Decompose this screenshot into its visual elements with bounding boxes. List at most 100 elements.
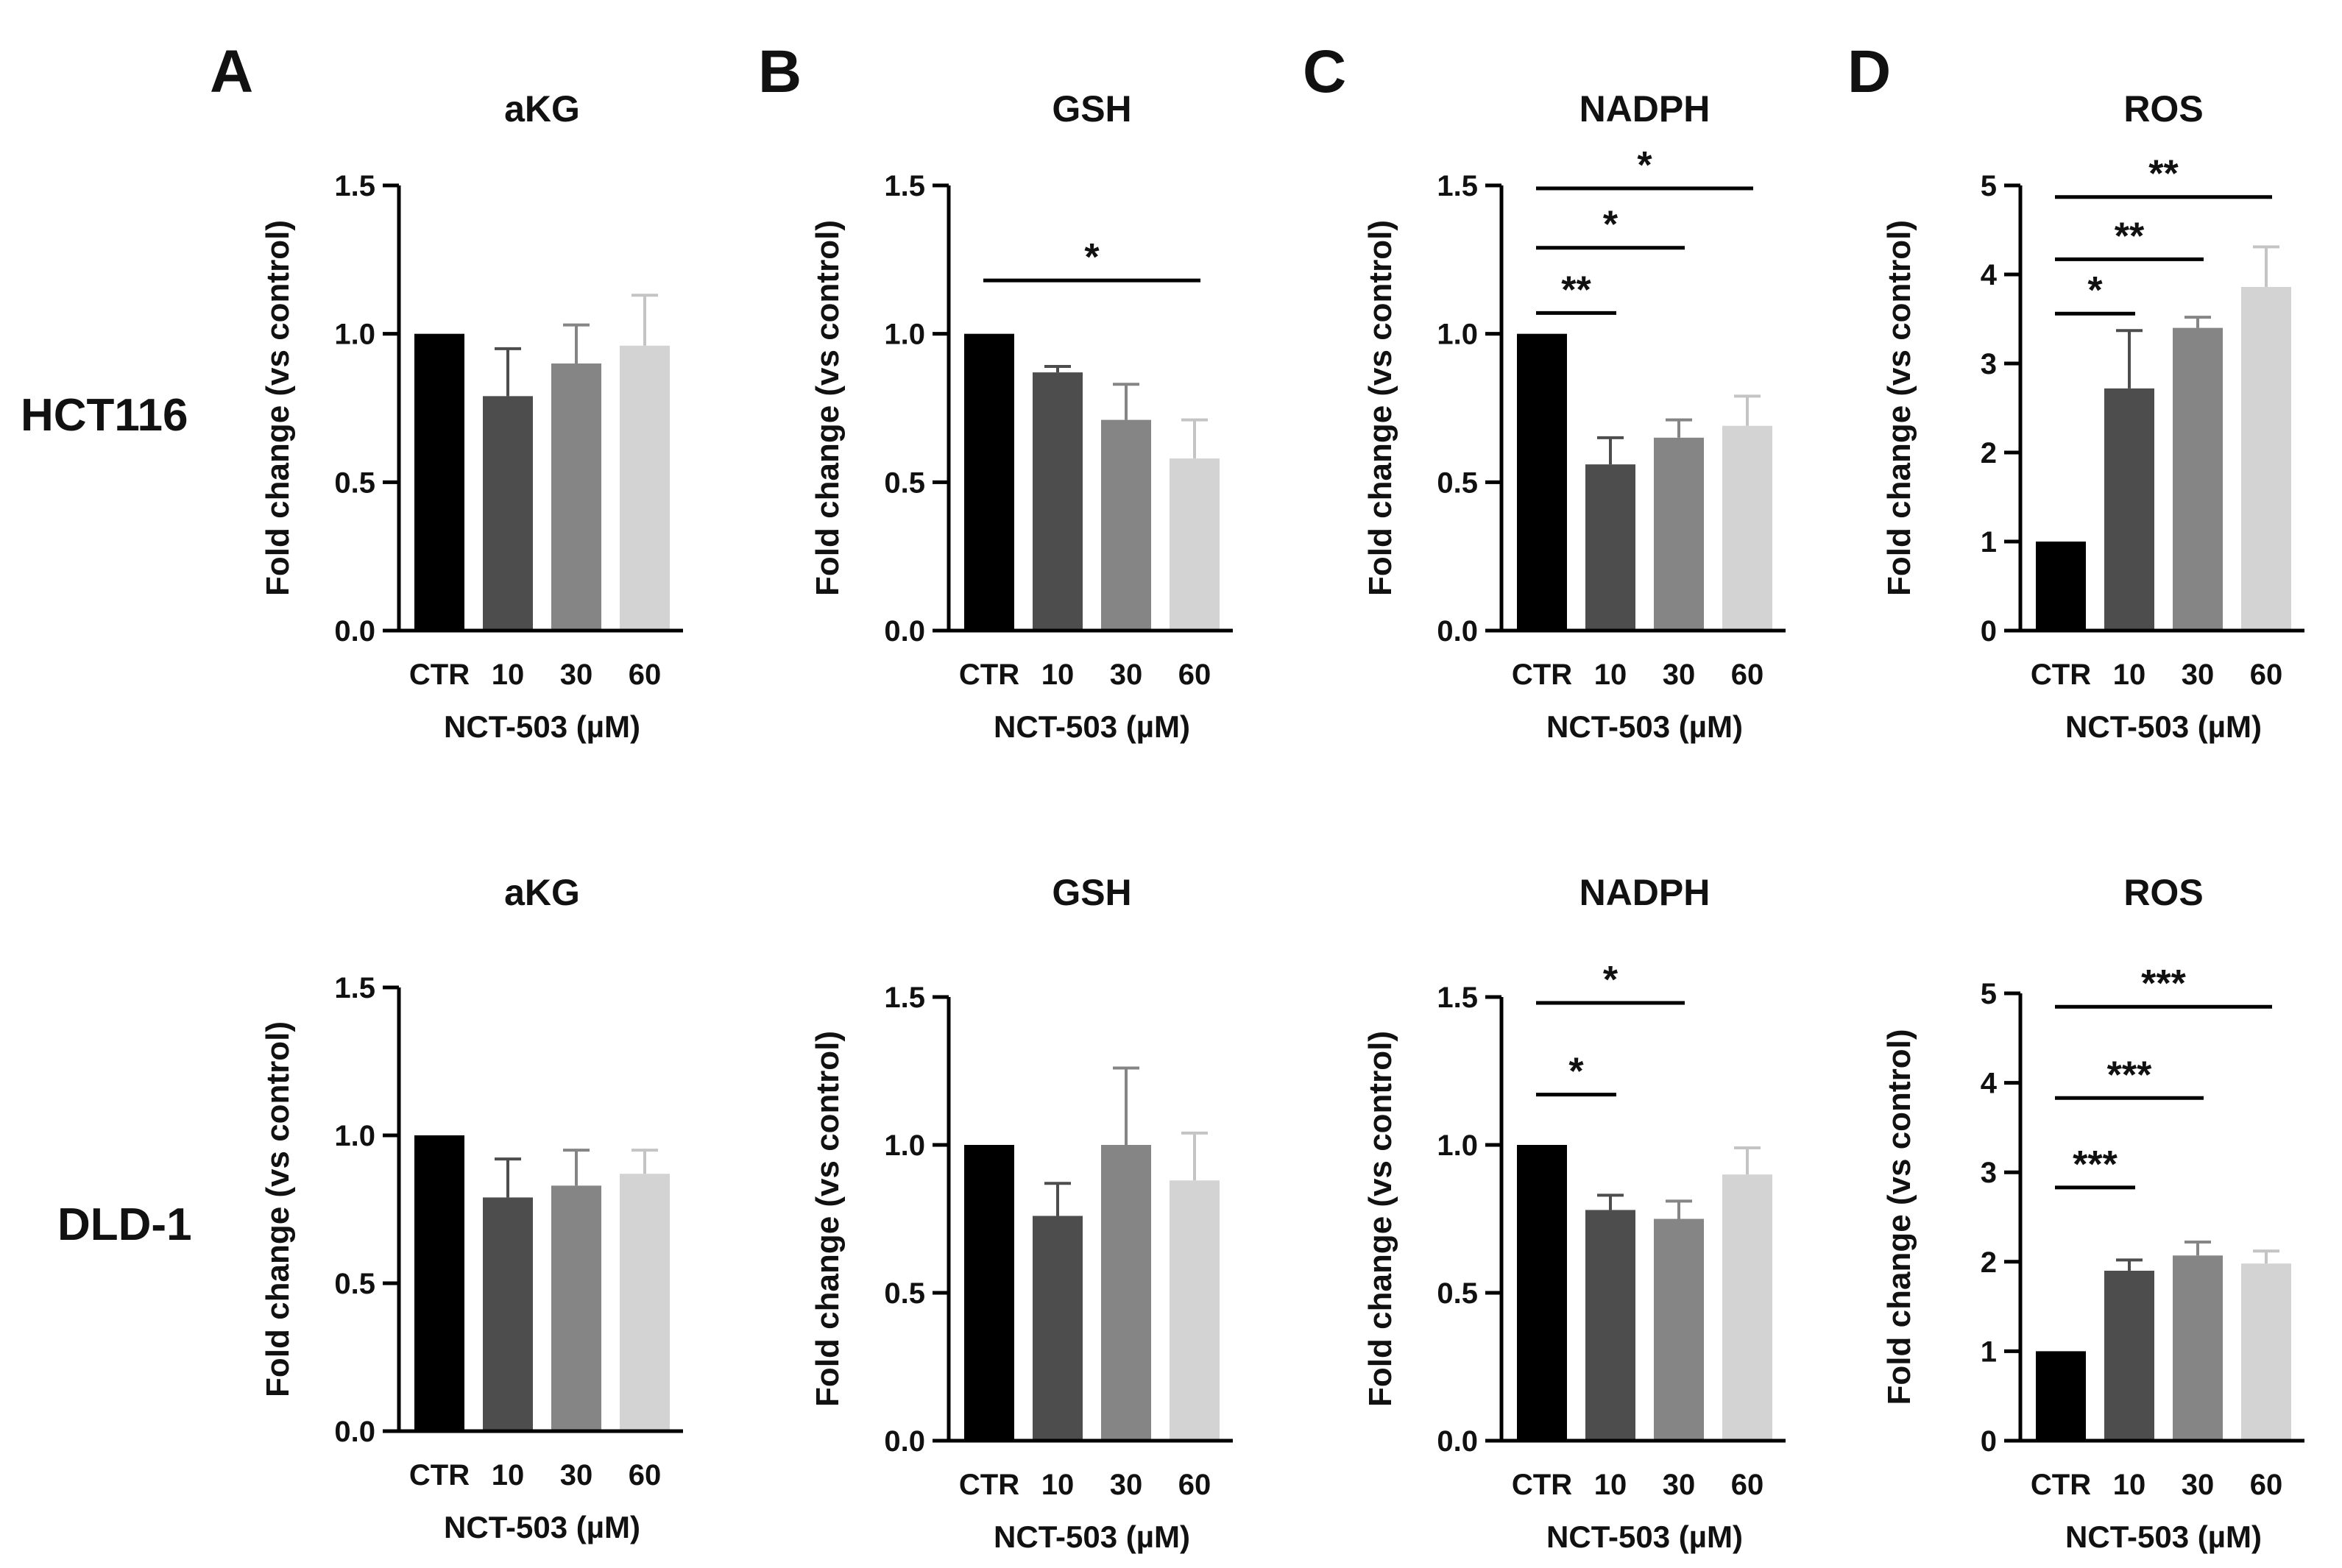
x-tick-label: 10 bbox=[1594, 1469, 1627, 1501]
significance-label: ** bbox=[2148, 153, 2179, 196]
y-axis-title: Fold change (vs control) bbox=[810, 1031, 846, 1407]
x-tick-label: 10 bbox=[492, 659, 525, 691]
x-tick-label: 60 bbox=[1731, 1469, 1764, 1501]
chart-title: aKG bbox=[504, 872, 580, 913]
x-tick-label: CTR bbox=[1512, 659, 1572, 691]
y-axis-title: Fold change (vs control) bbox=[1881, 1029, 1917, 1405]
y-tick-label: 0.0 bbox=[1437, 615, 1478, 648]
bar-30 bbox=[2173, 1255, 2223, 1441]
x-tick-label: CTR bbox=[2031, 1469, 2091, 1501]
y-tick-label: 0.5 bbox=[334, 1268, 375, 1300]
y-axis-title: Fold change (vs control) bbox=[810, 220, 846, 596]
significance-label: * bbox=[1084, 236, 1100, 279]
chart-title: ROS bbox=[2123, 88, 2203, 130]
x-tick-label: CTR bbox=[409, 1459, 470, 1491]
y-tick-label: 1.5 bbox=[1437, 170, 1478, 202]
significance-label: ** bbox=[2115, 215, 2145, 258]
panel-letter-c: C bbox=[1303, 38, 1346, 105]
x-tick-label: 10 bbox=[1594, 659, 1627, 691]
significance-label: * bbox=[1603, 204, 1618, 246]
bar-60 bbox=[1722, 1174, 1772, 1441]
bar-10 bbox=[2104, 388, 2154, 631]
bar-ctr bbox=[964, 333, 1014, 631]
bar-10 bbox=[1033, 372, 1083, 631]
chart-hct116-akg: 0.0 0.5 1.0 1.5 CTR 10 30 60 NCT-503 (µM) Fold ch… bbox=[260, 88, 683, 744]
y-tick-label: 1.0 bbox=[884, 1129, 925, 1162]
y-tick-label: 3 bbox=[1981, 1157, 1997, 1189]
x-tick-label: 30 bbox=[1663, 1469, 1696, 1501]
bar-30 bbox=[551, 1185, 601, 1431]
x-tick-label: 60 bbox=[1178, 659, 1211, 691]
bar-60 bbox=[620, 345, 670, 631]
panel-letter-d: D bbox=[1847, 38, 1891, 105]
x-tick-label: CTR bbox=[1512, 1469, 1572, 1501]
row-label-dld1: DLD-1 bbox=[57, 1199, 192, 1250]
bar-10 bbox=[483, 396, 533, 631]
y-axis-title: Fold change (vs control) bbox=[260, 220, 296, 596]
x-tick-label: 10 bbox=[1041, 659, 1075, 691]
bar-ctr bbox=[964, 1145, 1014, 1441]
chart-title: NADPH bbox=[1579, 88, 1710, 130]
x-axis-title: NCT-503 (µM) bbox=[994, 1519, 1190, 1554]
bar-60 bbox=[1722, 425, 1772, 631]
x-tick-label: 60 bbox=[2250, 1469, 2283, 1501]
bar-30 bbox=[1101, 1145, 1151, 1441]
chart-hct116-nadph: 0.0 0.5 1.0 1.5 CTR 10 30 60 NCT-503 (µM) Fold ch… bbox=[1362, 88, 1786, 744]
x-tick-label: 10 bbox=[492, 1459, 525, 1491]
significance-label: * bbox=[1568, 1051, 1584, 1093]
bar-ctr bbox=[1517, 333, 1567, 631]
y-tick-label: 1 bbox=[1981, 526, 1997, 558]
chart-dld1-gsh: 0.0 0.5 1.0 1.5 CTR 10 30 60 NCT-503 (µM) Fold ch… bbox=[810, 872, 1233, 1554]
y-tick-label: 1.0 bbox=[334, 319, 375, 351]
bar-30 bbox=[1101, 419, 1151, 631]
bar-30 bbox=[1654, 1218, 1704, 1441]
x-axis-title: NCT-503 (µM) bbox=[444, 709, 640, 744]
bar-10 bbox=[2104, 1270, 2154, 1441]
x-tick-label: 60 bbox=[2250, 659, 2283, 691]
bar-10 bbox=[1585, 464, 1635, 631]
y-tick-label: 1.5 bbox=[884, 170, 925, 202]
significance-label: * bbox=[1603, 959, 1618, 1001]
x-axis-title: NCT-503 (µM) bbox=[994, 709, 1190, 744]
bar-60 bbox=[2241, 1263, 2291, 1441]
significance-label: ** bbox=[1561, 269, 1591, 311]
y-tick-label: 1.5 bbox=[334, 972, 375, 1004]
significance-label: *** bbox=[2141, 962, 2186, 1005]
significance-label: * bbox=[2087, 269, 2103, 312]
chart-title: NADPH bbox=[1579, 872, 1710, 913]
y-tick-label: 4 bbox=[1981, 1068, 1998, 1100]
x-tick-label: 60 bbox=[1731, 659, 1764, 691]
chart-title: aKG bbox=[504, 88, 580, 130]
bar-30 bbox=[551, 363, 601, 631]
x-tick-label: 30 bbox=[2182, 659, 2215, 691]
x-axis-title: NCT-503 (µM) bbox=[2065, 1519, 2262, 1554]
y-tick-label: 0.5 bbox=[1437, 467, 1478, 499]
y-tick-label: 1.5 bbox=[1437, 982, 1478, 1014]
y-axis-title: Fold change (vs control) bbox=[260, 1021, 296, 1397]
significance-label: * bbox=[1637, 144, 1652, 187]
y-tick-label: 0.5 bbox=[1437, 1277, 1478, 1310]
x-tick-label: 30 bbox=[1110, 1469, 1143, 1501]
x-tick-label: CTR bbox=[959, 1469, 1019, 1501]
y-tick-label: 0.0 bbox=[1437, 1425, 1478, 1458]
bar-60 bbox=[1170, 1180, 1220, 1441]
bar-ctr bbox=[2036, 1351, 2086, 1441]
y-tick-label: 2 bbox=[1981, 1246, 1997, 1279]
x-tick-label: CTR bbox=[2031, 659, 2091, 691]
y-tick-label: 0.5 bbox=[884, 1277, 925, 1310]
bar-ctr bbox=[414, 333, 464, 631]
x-axis-title: NCT-503 (µM) bbox=[2065, 709, 2262, 744]
x-tick-label: 30 bbox=[560, 1459, 593, 1491]
panel-letter-b: B bbox=[758, 38, 802, 105]
y-axis-title: Fold change (vs control) bbox=[1362, 220, 1398, 596]
y-tick-label: 4 bbox=[1981, 259, 1998, 291]
y-tick-label: 1.5 bbox=[334, 170, 375, 202]
panel-letter-a: A bbox=[210, 38, 253, 105]
bar-60 bbox=[2241, 286, 2291, 631]
x-axis-title: NCT-503 (µM) bbox=[444, 1510, 640, 1544]
x-tick-label: 30 bbox=[1663, 659, 1696, 691]
bar-10 bbox=[1033, 1216, 1083, 1441]
x-tick-label: 60 bbox=[629, 659, 662, 691]
y-axis-title: Fold change (vs control) bbox=[1362, 1031, 1398, 1407]
